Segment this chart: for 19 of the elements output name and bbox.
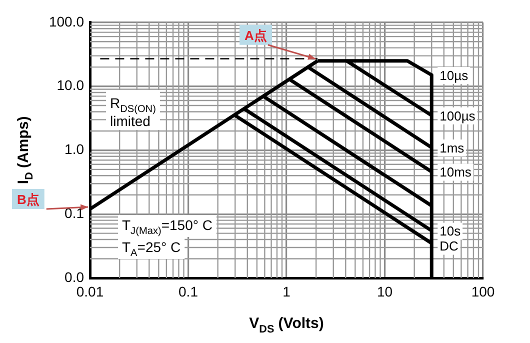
annotation: B点 [17,192,40,208]
x-tick-label: 0.01 [76,283,104,300]
annotation: A点 [244,28,267,43]
series-label: 100µs [440,108,476,124]
x-tick-label: 1 [282,283,291,300]
y-tick-label: 0.0 [64,268,84,285]
series-label: 10ms [440,164,472,180]
x-tick-label: 100 [471,283,495,300]
y-axis-title: ID (Amps) [15,116,36,184]
y-tick-label: 10.0 [56,77,84,94]
x-tick-label: 0.1 [178,283,198,300]
series-label: 10µs [440,68,469,84]
series-label: 10s [440,224,462,239]
y-tick-label: 0.1 [64,204,84,221]
series-label: DC [440,238,458,254]
x-tick-label: 10 [376,283,393,300]
y-tick-label: 100.0 [48,13,84,30]
series-label: 1ms [440,140,465,156]
y-tick-label: 1.0 [64,141,84,158]
